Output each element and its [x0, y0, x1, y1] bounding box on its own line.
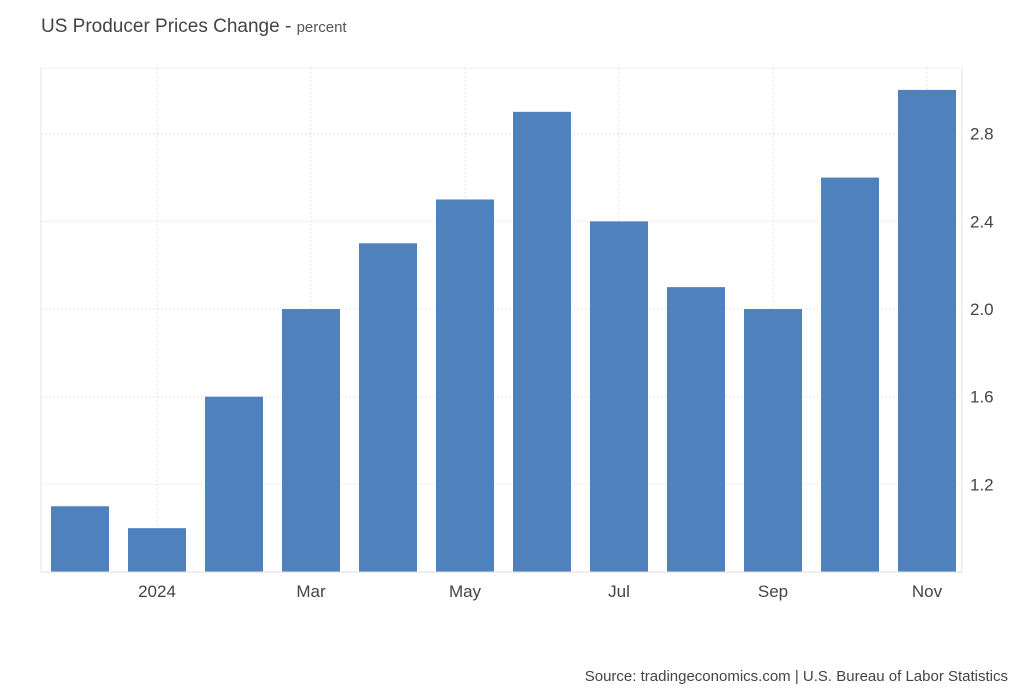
source-note: Source: tradingeconomics.com | U.S. Bure… [584, 668, 1008, 685]
x-tick-label: Jul [608, 582, 630, 601]
y-tick-label: 2.8 [970, 125, 994, 144]
unit-label: percent [296, 19, 347, 36]
bar [51, 506, 109, 572]
y-tick-label: 2.4 [970, 212, 994, 231]
y-tick-label: 2.0 [970, 300, 994, 319]
bar [282, 309, 340, 572]
bar [821, 177, 879, 572]
x-tick-label: Nov [912, 582, 943, 601]
x-tick-label: May [449, 582, 482, 601]
bar [667, 287, 725, 572]
title-text: US Producer Prices Change [41, 16, 280, 37]
bar [590, 221, 648, 573]
bar [436, 199, 494, 572]
y-tick-label: 1.6 [970, 388, 994, 407]
bar [898, 89, 956, 573]
x-tick-label: Mar [296, 582, 326, 601]
y-tick-label: 1.2 [970, 475, 994, 494]
bar [513, 111, 571, 573]
chart-title: US Producer Prices Change - percent [41, 16, 347, 37]
x-tick-label: Sep [758, 582, 788, 601]
x-tick-label: 2024 [138, 582, 176, 601]
bar [744, 309, 802, 572]
bar [359, 243, 417, 572]
bar [128, 528, 186, 572]
bar [205, 396, 263, 572]
